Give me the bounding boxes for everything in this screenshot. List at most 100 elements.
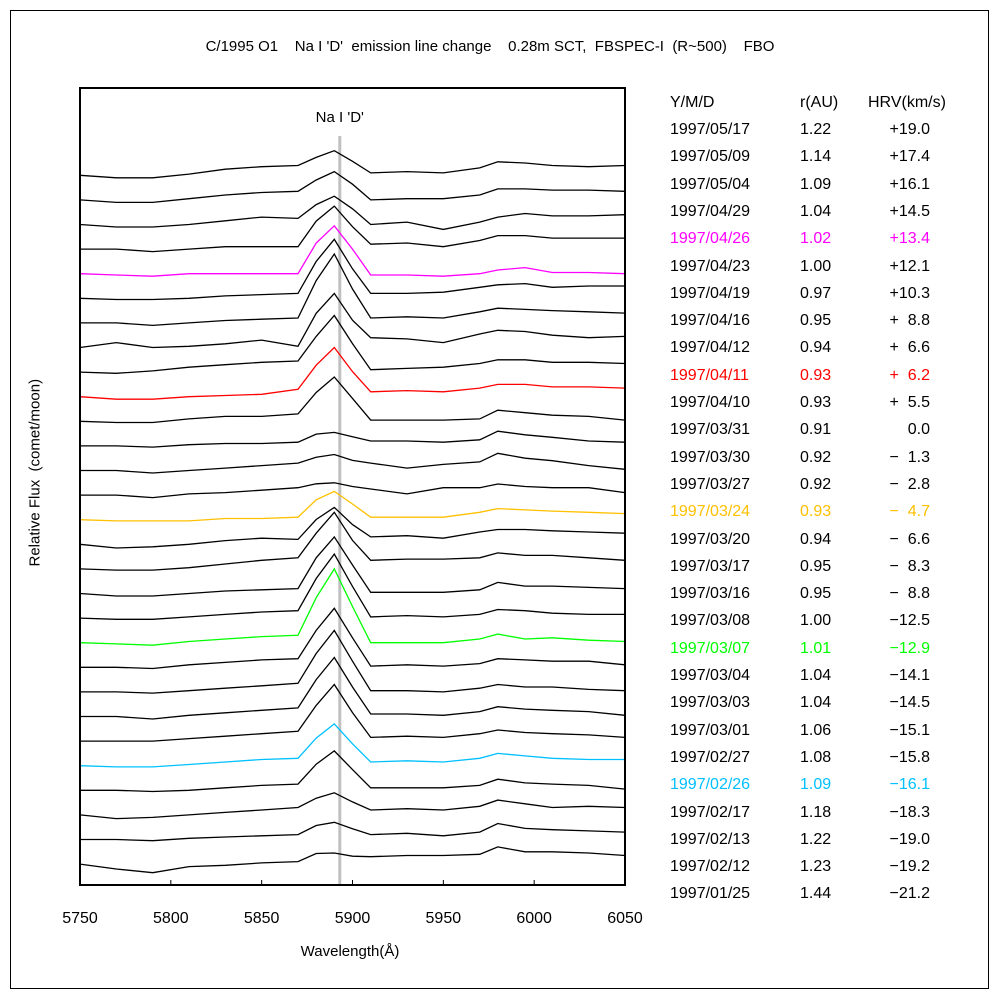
cell-date: 1997/03/20	[670, 530, 751, 548]
cell-r: 0.92	[800, 475, 832, 493]
cell-r: 1.22	[800, 121, 832, 138]
cell-r: 1.08	[800, 748, 832, 766]
cell-date: 1997/03/07	[670, 639, 751, 657]
spectrum-line	[80, 683, 626, 742]
cell-hrv: +13.4	[889, 230, 930, 248]
cell-hrv: +14.5	[889, 202, 930, 220]
cell-r: 1.02	[800, 230, 832, 248]
spectrum-line	[79, 506, 626, 549]
spectrum-line	[79, 238, 625, 301]
figure-frame	[10, 10, 989, 989]
spectrum-line	[79, 846, 626, 874]
cell-date: 1997/03/08	[670, 612, 751, 630]
spectrum-line	[79, 195, 626, 231]
cell-hrv: −14.1	[889, 667, 930, 684]
cell-date: 1997/05/17	[670, 121, 751, 138]
header-date: Y/M/D	[670, 94, 715, 111]
cell-date: 1997/05/04	[670, 175, 751, 193]
cell-date: 1997/03/27	[670, 475, 751, 493]
cell-r: 1.09	[800, 175, 832, 193]
cell-hrv: − 4.7	[889, 503, 930, 521]
spectrum-line	[79, 149, 626, 179]
cell-date: 1997/04/26	[670, 230, 751, 248]
spectrum-line	[79, 346, 626, 400]
table-header: Y/M/D r(AU) HRV(km/s)	[670, 94, 946, 114]
x-tick-label: 5750	[62, 910, 98, 927]
cell-hrv: + 6.2	[889, 366, 930, 384]
cell-r: 0.95	[800, 557, 832, 575]
cell-r: 0.92	[800, 448, 832, 466]
spectrum-line	[79, 224, 626, 277]
cell-hrv: − 2.8	[889, 475, 930, 493]
cell-date: 1997/03/31	[670, 421, 751, 439]
chart-title: C/1995 O1 Na I 'D' emission line change …	[205, 38, 775, 55]
cell-r: 0.93	[800, 394, 832, 411]
na-d-label: Na I 'D'	[316, 109, 364, 126]
y-axis-label: Relative Flux (comet/moon)	[26, 378, 44, 567]
cell-r: 1.09	[800, 776, 832, 794]
cell-date: 1997/04/10	[670, 394, 751, 411]
cell-date: 1997/02/17	[670, 803, 751, 821]
cell-date: 1997/02/12	[670, 858, 751, 876]
cell-hrv: 0.0	[907, 421, 930, 439]
cell-date: 1997/04/12	[670, 339, 751, 357]
spectrum-line	[79, 376, 626, 424]
spectrum-line	[80, 750, 626, 793]
cell-hrv: − 6.6	[889, 530, 930, 548]
cell-r: 0.97	[800, 284, 832, 302]
cell-date: 1997/03/24	[670, 503, 751, 521]
cell-hrv: − 8.8	[889, 585, 930, 603]
cell-hrv: +19.0	[889, 121, 930, 138]
cell-date: 1997/03/01	[670, 721, 751, 739]
cell-date: 1997/04/19	[670, 284, 751, 302]
spectrum-line	[79, 567, 626, 646]
cell-date: 1997/05/09	[670, 148, 751, 166]
header-hrv: HRV(km/s)	[868, 94, 946, 111]
cell-r: 1.00	[800, 612, 832, 630]
cell-hrv: −16.1	[889, 776, 930, 794]
cell-r: 0.91	[800, 421, 832, 439]
cell-date: 1997/02/27	[670, 748, 751, 766]
spectrum-line	[80, 607, 626, 670]
cell-hrv: +10.3	[889, 284, 930, 302]
cell-hrv: −19.0	[889, 830, 930, 848]
cell-date: 1997/03/03	[670, 694, 751, 712]
cell-r: 1.14	[800, 148, 832, 166]
spectrum-line	[79, 170, 626, 204]
cell-r: 1.04	[800, 667, 832, 684]
spectrum-line	[79, 511, 626, 571]
cell-hrv: − 1.3	[889, 448, 930, 466]
cell-date: 1997/03/04	[670, 667, 751, 684]
cell-r: 0.93	[800, 366, 832, 384]
spectrum-line	[80, 430, 626, 448]
cell-date: 1997/02/13	[670, 830, 751, 848]
header-r: r(AU)	[800, 94, 839, 111]
cell-hrv: + 6.6	[889, 339, 930, 357]
cell-date: 1997/01/25	[670, 885, 751, 903]
cell-date: 1997/02/26	[670, 776, 751, 794]
cell-r: 1.18	[800, 803, 832, 821]
spectrum-line	[80, 629, 626, 694]
cell-hrv: −14.5	[889, 694, 930, 712]
cell-r: 0.94	[800, 530, 832, 548]
spectrum-line	[80, 452, 626, 474]
cell-hrv: −12.5	[889, 612, 930, 630]
cell-hrv: −21.2	[889, 885, 930, 903]
cell-r: 1.22	[800, 830, 832, 848]
cell-hrv: +16.1	[889, 175, 930, 193]
spectrum-line	[80, 482, 626, 499]
cell-date: 1997/03/17	[670, 557, 751, 575]
cell-hrv: −15.1	[889, 721, 930, 739]
cell-r: 0.95	[800, 585, 832, 603]
cell-r: 0.94	[800, 339, 832, 357]
cell-hrv: −19.2	[889, 858, 930, 876]
spectrum-line	[79, 314, 626, 374]
spectrum-line	[80, 205, 625, 253]
cell-r: 1.44	[800, 885, 832, 903]
x-tick-label: 6050	[607, 910, 643, 927]
spectrum-line	[80, 252, 626, 327]
cell-hrv: − 8.3	[889, 557, 930, 575]
cell-hrv: + 8.8	[889, 312, 930, 330]
cell-r: 0.95	[800, 312, 832, 330]
